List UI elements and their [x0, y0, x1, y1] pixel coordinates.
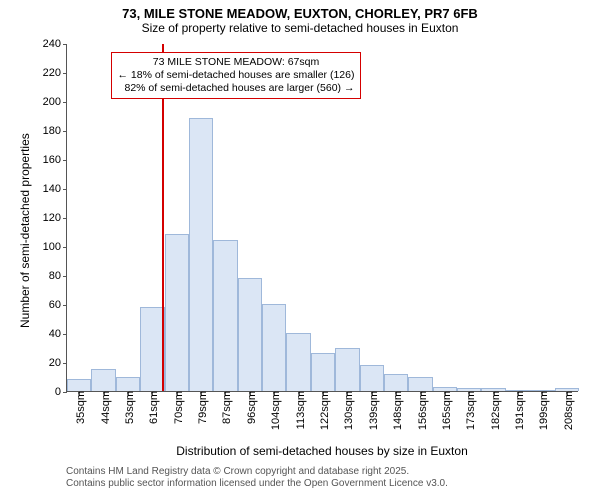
xtick-label: 70sqm [169, 391, 185, 424]
histogram-bar [165, 234, 189, 391]
xtick-label: 139sqm [364, 391, 380, 430]
ytick-label: 220 [43, 67, 67, 79]
histogram-bar [286, 333, 310, 391]
histogram-bar [360, 365, 384, 391]
ytick-label: 120 [43, 212, 67, 224]
histogram-bar [311, 353, 335, 391]
chart-title-line2: Size of property relative to semi-detach… [0, 21, 600, 35]
xtick-label: 87sqm [217, 391, 233, 424]
xtick-label: 156sqm [413, 391, 429, 430]
histogram-bar [91, 369, 115, 391]
histogram-bar [433, 387, 457, 391]
xtick-label: 61sqm [144, 391, 160, 424]
histogram-bar [189, 118, 213, 391]
ytick-label: 60 [49, 299, 67, 311]
x-axis-label: Distribution of semi-detached houses by … [66, 444, 578, 458]
credit-line1: Contains HM Land Registry data © Crown c… [66, 466, 448, 478]
ytick-label: 240 [43, 38, 67, 50]
xtick-label: 96sqm [242, 391, 258, 424]
histogram-bar [262, 304, 286, 391]
histogram-bar [238, 278, 262, 391]
y-axis-label: Number of semi-detached properties [18, 133, 32, 328]
xtick-label: 104sqm [266, 391, 282, 430]
ytick-label: 0 [55, 386, 67, 398]
histogram-bar [555, 388, 579, 391]
histogram-bar [481, 388, 505, 391]
histogram-bar [506, 390, 530, 391]
ytick-label: 180 [43, 125, 67, 137]
xtick-label: 79sqm [193, 391, 209, 424]
xtick-label: 113sqm [291, 391, 307, 429]
ytick-label: 100 [43, 241, 67, 253]
histogram-bar [457, 388, 481, 391]
xtick-label: 53sqm [120, 391, 136, 424]
histogram-bar [384, 374, 408, 391]
chart-title-line1: 73, MILE STONE MEADOW, EUXTON, CHORLEY, … [0, 6, 600, 21]
xtick-label: 35sqm [71, 391, 87, 424]
xtick-label: 208sqm [559, 391, 575, 430]
histogram-bar [530, 390, 554, 391]
ytick-label: 40 [49, 328, 67, 340]
ytick-label: 200 [43, 96, 67, 108]
ytick-label: 20 [49, 357, 67, 369]
ytick-label: 80 [49, 270, 67, 282]
title-block: 73, MILE STONE MEADOW, EUXTON, CHORLEY, … [0, 0, 600, 35]
annotation-line3: 82% of semi-detached houses are larger (… [118, 82, 355, 95]
credit-line2: Contains public sector information licen… [66, 478, 448, 490]
xtick-label: 122sqm [315, 391, 331, 430]
chart-container: 73, MILE STONE MEADOW, EUXTON, CHORLEY, … [0, 0, 600, 500]
histogram-bar [213, 240, 237, 391]
xtick-label: 191sqm [510, 391, 526, 430]
histogram-bar [408, 377, 432, 392]
histogram-bar [116, 377, 140, 392]
ytick-label: 160 [43, 154, 67, 166]
xtick-label: 148sqm [388, 391, 404, 430]
annotation-line2: ← 18% of semi-detached houses are smalle… [118, 69, 355, 82]
credit-block: Contains HM Land Registry data © Crown c… [66, 466, 448, 490]
ytick-label: 140 [43, 183, 67, 195]
plot-area: 02040608010012014016018020022024035sqm44… [66, 44, 578, 392]
histogram-bar [335, 348, 359, 392]
annotation-box: 73 MILE STONE MEADOW: 67sqm← 18% of semi… [111, 52, 362, 99]
histogram-bar [67, 379, 91, 391]
xtick-label: 173sqm [461, 391, 477, 430]
xtick-label: 199sqm [534, 391, 550, 430]
xtick-label: 130sqm [339, 391, 355, 430]
xtick-label: 44sqm [96, 391, 112, 424]
xtick-label: 165sqm [437, 391, 453, 430]
xtick-label: 182sqm [486, 391, 502, 430]
annotation-line1: 73 MILE STONE MEADOW: 67sqm [118, 56, 355, 69]
